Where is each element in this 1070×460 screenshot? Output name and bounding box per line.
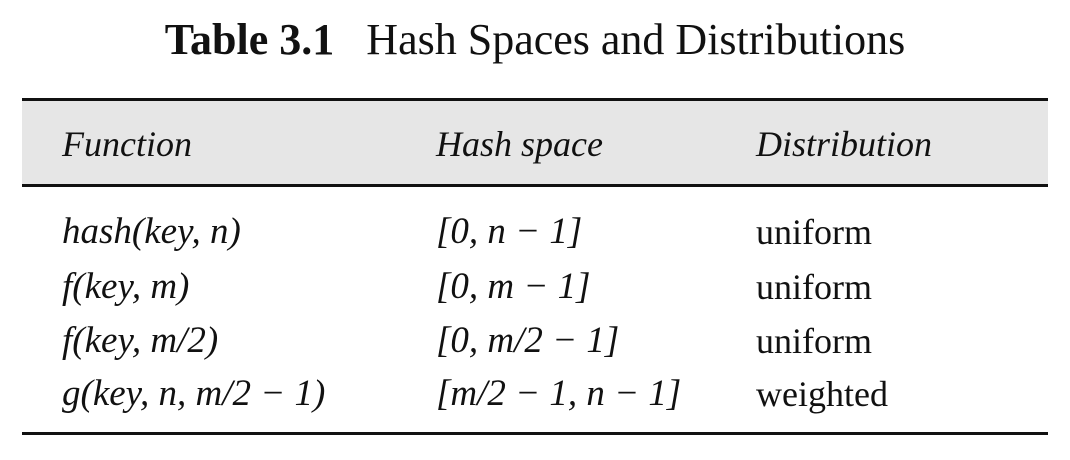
table-row-cell-hash-space: [0, n − 1] xyxy=(436,211,583,252)
table-row-cell-distribution: uniform xyxy=(756,321,872,361)
column-header-function: Function xyxy=(62,124,192,164)
top-rule xyxy=(22,98,1048,101)
table-title: Hash Spaces and Distributions xyxy=(366,15,906,64)
table-row-cell-distribution: uniform xyxy=(756,212,872,252)
table-row-cell-function: g(key, n, m/2 − 1) xyxy=(62,373,326,414)
column-header-hash-space: Hash space xyxy=(436,124,603,164)
header-row-background xyxy=(22,101,1048,184)
header-rule xyxy=(22,184,1048,187)
bottom-rule xyxy=(22,432,1048,435)
table-row-cell-distribution: weighted xyxy=(756,374,888,414)
table-row-cell-hash-space: [0, m − 1] xyxy=(436,266,591,307)
table-row-cell-function: hash(key, n) xyxy=(62,211,241,252)
table-row-cell-hash-space: [0, m/2 − 1] xyxy=(436,320,620,361)
table-number: Table 3.1 xyxy=(164,15,335,64)
table-row-cell-function: f(key, m) xyxy=(62,266,190,307)
table-row-cell-function: f(key, m/2) xyxy=(62,320,219,361)
column-header-distribution: Distribution xyxy=(756,124,933,164)
table-caption: Table 3.1 Hash Spaces and Distributions xyxy=(0,10,1070,70)
table-row-cell-hash-space: [m/2 − 1, n − 1] xyxy=(436,373,682,414)
table-row-cell-distribution: uniform xyxy=(756,267,872,307)
